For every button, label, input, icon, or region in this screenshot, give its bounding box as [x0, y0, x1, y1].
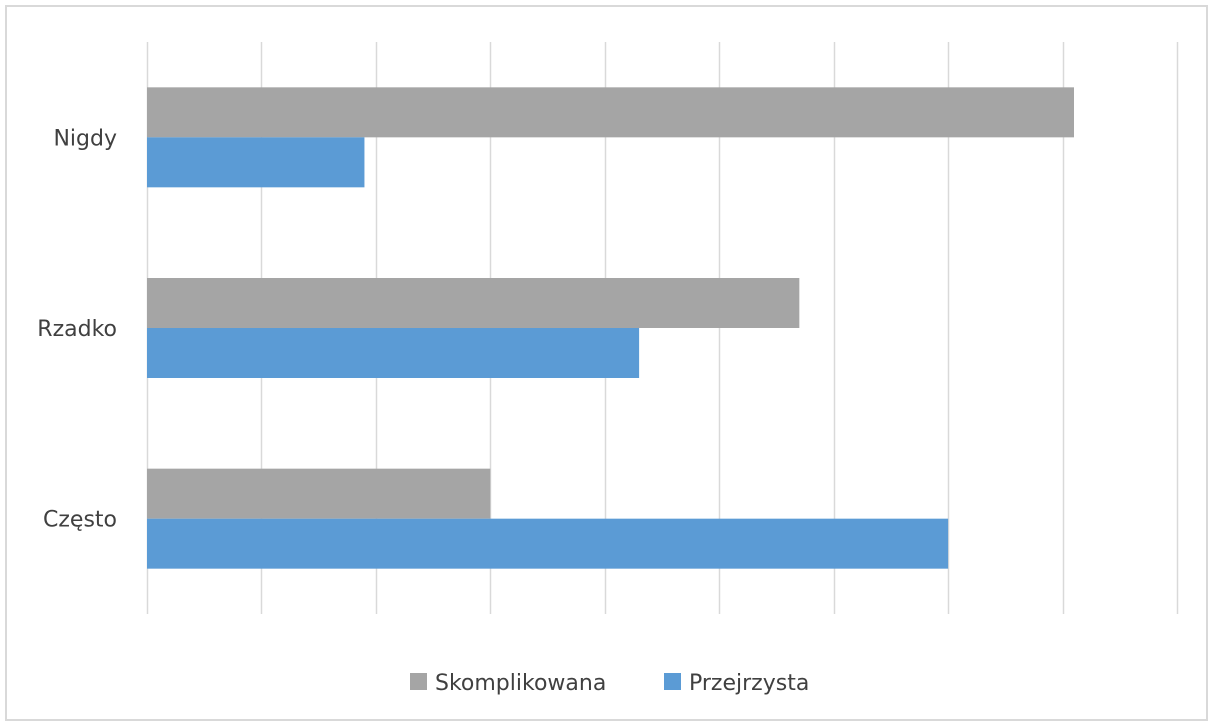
bar-przejrzysta-2: [147, 518, 949, 569]
category-label-2: Często: [43, 508, 117, 533]
bar-skomplikowana-1: [147, 278, 800, 328]
legend-label-series-1: Przejrzysta: [689, 671, 809, 696]
bar-przejrzysta-0: [147, 137, 365, 188]
category-label-1: Rzadko: [37, 317, 117, 342]
bars: [147, 87, 1074, 569]
category-label-0: Nigdy: [53, 126, 117, 151]
legend-label-series-0: Skomplikowana: [435, 671, 606, 696]
legend: Skomplikowana Przejrzysta: [410, 671, 809, 696]
bar-skomplikowana-0: [147, 87, 1074, 138]
legend-swatch-series-0: [410, 673, 427, 690]
category-labels: Nigdy Rzadko Często: [37, 126, 117, 532]
bar-skomplikowana-2: [147, 468, 491, 519]
bar-przejrzysta-1: [147, 328, 640, 378]
legend-swatch-series-1: [664, 673, 681, 690]
